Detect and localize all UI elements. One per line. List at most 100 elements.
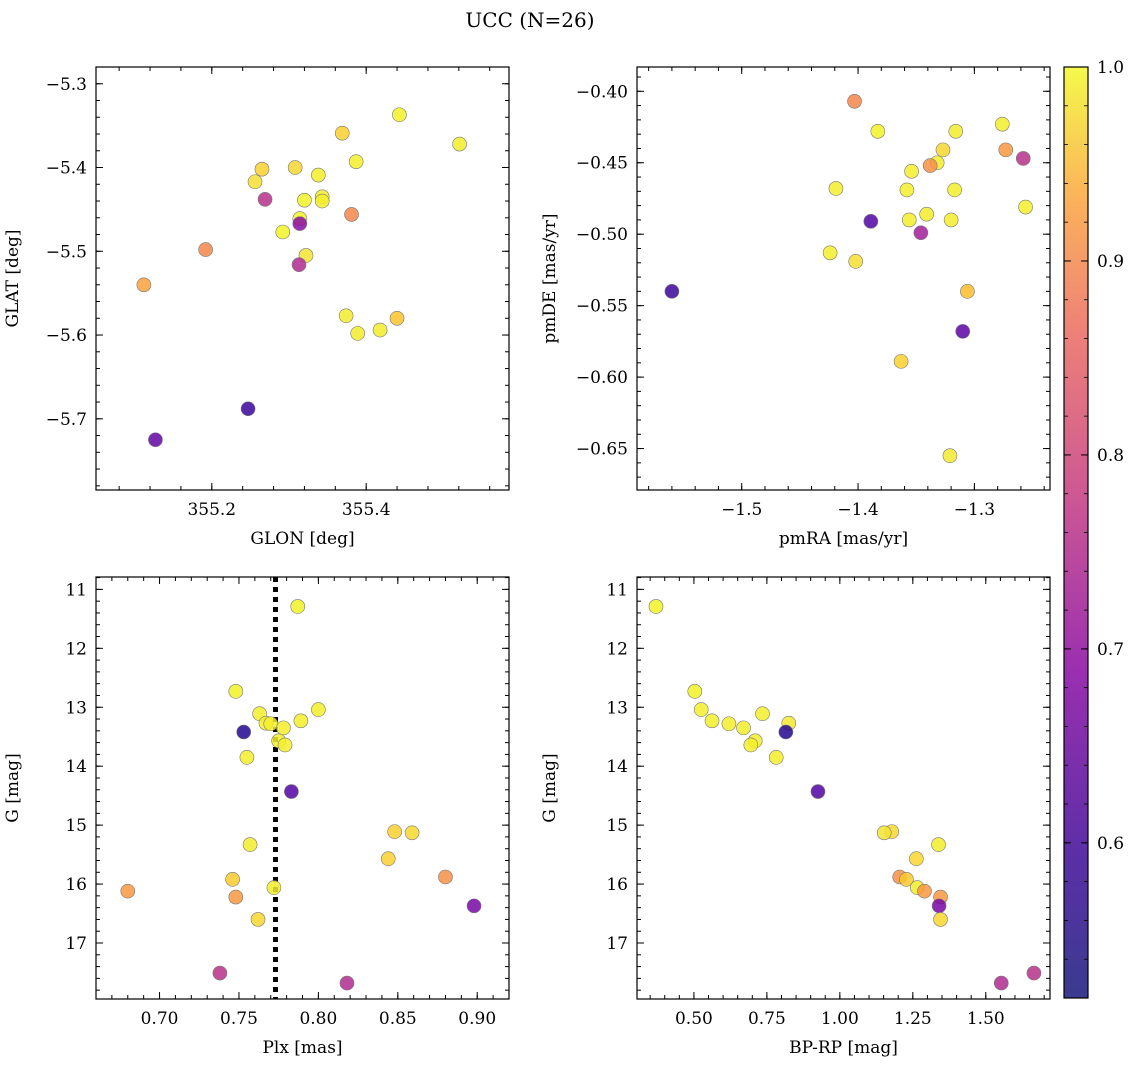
data-point bbox=[933, 912, 948, 927]
y-tick-label: −0.60 bbox=[576, 368, 628, 388]
data-point bbox=[466, 898, 482, 914]
data-point bbox=[257, 192, 273, 207]
y-tick-label: −0.65 bbox=[576, 440, 628, 460]
data-point bbox=[917, 883, 932, 899]
y-tick-label: 11 bbox=[606, 580, 628, 600]
data-point bbox=[247, 174, 263, 190]
data-point bbox=[120, 883, 136, 899]
y-tick-label: 13 bbox=[65, 698, 87, 718]
scatter-points bbox=[120, 599, 482, 991]
x-tick-label: 1.00 bbox=[821, 1009, 859, 1029]
data-point bbox=[1018, 199, 1033, 215]
y-tick-label: 17 bbox=[606, 934, 628, 954]
data-point bbox=[392, 107, 407, 123]
data-point bbox=[240, 401, 256, 417]
data-point bbox=[736, 720, 751, 736]
data-point bbox=[236, 724, 252, 740]
data-point bbox=[922, 158, 938, 173]
data-point bbox=[284, 784, 299, 799]
y-tick-label: 12 bbox=[606, 639, 628, 659]
scatter-points bbox=[136, 107, 467, 448]
data-point bbox=[228, 684, 244, 699]
data-point bbox=[693, 702, 709, 717]
x-tick-label: 355.2 bbox=[187, 500, 236, 520]
data-point bbox=[847, 93, 862, 109]
data-point bbox=[389, 310, 405, 326]
panel-bprp-g: 0.50 0.75 1.00 1.25 1.50 11 12 13 14 15 16 17 BP-RP … bbox=[540, 576, 1051, 1058]
x-tick-label: −1.4 bbox=[837, 500, 878, 520]
data-point bbox=[998, 142, 1014, 158]
axes-frame bbox=[636, 66, 1051, 491]
panel-pmra-pmde: −1.5 −1.4 −1.3 −0.40 −0.45 −0.50 −0.55 −0.60 −0.… bbox=[540, 66, 1051, 549]
x-tick-label: 0.80 bbox=[299, 1009, 337, 1029]
y-tick-label: −5.7 bbox=[46, 410, 87, 430]
data-point bbox=[297, 192, 312, 208]
data-point bbox=[704, 713, 720, 729]
data-point bbox=[311, 167, 326, 183]
data-point bbox=[404, 825, 420, 841]
data-point bbox=[136, 277, 152, 293]
colorbar-tick-label: 0.6 bbox=[1097, 834, 1124, 854]
y-tick-label: 11 bbox=[65, 580, 87, 600]
data-point bbox=[828, 181, 844, 196]
x-tick-label: 0.90 bbox=[458, 1009, 496, 1029]
axes-frame bbox=[95, 576, 510, 1000]
data-point bbox=[314, 193, 330, 209]
colorbar-tick-label: 1.0 bbox=[1097, 58, 1124, 78]
y-tick-label: 16 bbox=[606, 875, 628, 895]
data-point bbox=[387, 824, 402, 839]
y-tick-label: −5.3 bbox=[46, 75, 87, 95]
data-point bbox=[348, 154, 364, 169]
data-point bbox=[452, 136, 467, 152]
y-tick-label: −5.5 bbox=[46, 242, 87, 262]
colorbar: 1.0 0.9 0.8 0.7 0.6 bbox=[1063, 58, 1124, 999]
axes-frame bbox=[95, 66, 510, 491]
data-point bbox=[870, 124, 886, 139]
data-point bbox=[942, 448, 958, 464]
data-point bbox=[993, 975, 1009, 991]
x-tick-label: 0.85 bbox=[379, 1009, 417, 1029]
data-point bbox=[863, 214, 879, 229]
y-tick-label: −0.50 bbox=[576, 225, 628, 245]
y-tick-label: 17 bbox=[65, 934, 87, 954]
x-axis-label: pmRA [mas/yr] bbox=[779, 529, 908, 549]
data-point bbox=[1015, 151, 1031, 166]
data-point bbox=[287, 160, 303, 175]
colorbar-tick-label: 0.7 bbox=[1097, 640, 1124, 660]
data-point bbox=[338, 308, 354, 324]
data-point bbox=[648, 599, 664, 614]
x-axis-label: BP-RP [mag] bbox=[789, 1038, 898, 1058]
data-point bbox=[687, 684, 703, 699]
x-tick-label: 0.50 bbox=[675, 1009, 713, 1029]
y-tick-label: 14 bbox=[606, 757, 628, 777]
x-tick-label: 355.4 bbox=[342, 500, 391, 520]
data-point bbox=[263, 716, 279, 732]
data-point bbox=[935, 142, 951, 158]
data-point bbox=[438, 869, 453, 885]
data-point bbox=[848, 254, 864, 269]
data-point bbox=[291, 257, 307, 272]
data-point bbox=[810, 784, 826, 799]
data-point bbox=[955, 324, 971, 339]
x-tick-label: 0.75 bbox=[748, 1009, 786, 1029]
data-point bbox=[960, 284, 975, 299]
y-axis-label: GLAT [deg] bbox=[3, 229, 23, 327]
data-point bbox=[901, 212, 917, 228]
data-point bbox=[931, 898, 947, 914]
data-point bbox=[893, 354, 909, 369]
x-tick-label: 0.75 bbox=[220, 1009, 258, 1029]
data-point bbox=[344, 207, 359, 222]
data-point bbox=[947, 182, 962, 198]
data-point bbox=[899, 872, 914, 887]
x-axis-label: GLON [deg] bbox=[250, 529, 354, 549]
x-tick-label: −1.5 bbox=[721, 500, 762, 520]
x-tick-label: 1.50 bbox=[967, 1009, 1005, 1029]
data-point bbox=[899, 182, 915, 198]
data-point bbox=[995, 116, 1010, 132]
data-point bbox=[931, 837, 946, 852]
y-tick-label: 16 bbox=[65, 875, 87, 895]
data-point bbox=[768, 750, 784, 765]
y-tick-label: 13 bbox=[606, 698, 628, 718]
data-point bbox=[293, 713, 309, 729]
